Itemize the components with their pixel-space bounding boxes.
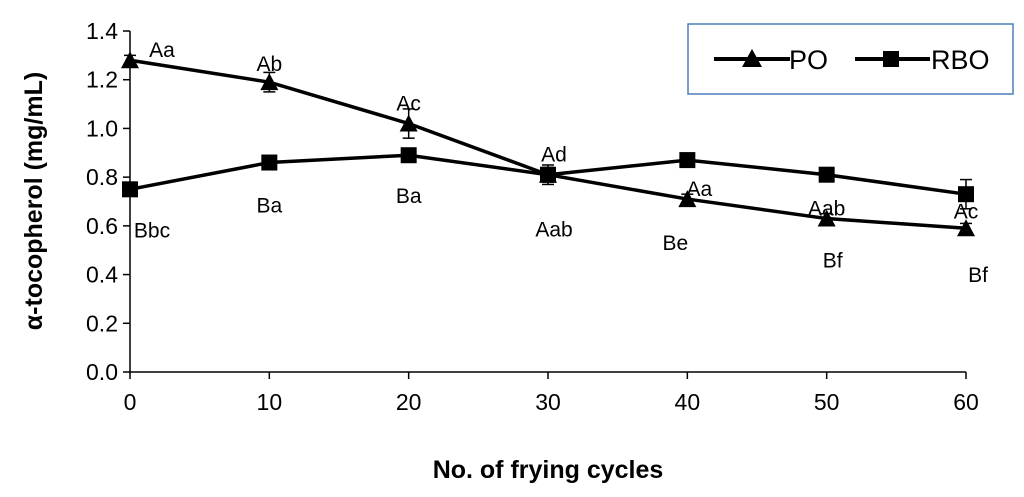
x-tick-label: 60 [953,389,979,415]
data-label-rbo: Bf [823,250,843,273]
data-label-po: Ab [256,53,282,76]
legend: PO RBO [687,23,1014,95]
data-label-rbo: Bf [968,264,988,287]
data-label-po: Aa [686,178,712,201]
data-point-po [957,219,975,237]
data-label-rbo: Aab [535,219,572,242]
series-rbo: Bbc Ba Ba Aab Be Bf Bf [122,147,988,287]
data-point-po [678,190,697,208]
data-label-rbo: Ba [256,195,282,218]
data-label-rbo: Ba [396,185,422,208]
y-tick-label: 1.0 [86,115,118,141]
y-tick-label: 0.8 [86,164,118,190]
y-tick-label: 0.6 [86,213,118,239]
x-tick-label: 30 [535,389,561,415]
x-tick-label: 0 [124,389,137,415]
x-tick-label: 40 [675,389,701,415]
data-point-po [121,51,139,69]
data-point-rbo [958,186,974,203]
data-point-rbo [122,181,138,198]
x-tick-label: 10 [257,389,283,415]
data-point-po [399,114,418,132]
legend-label-rbo: RBO [931,45,990,75]
data-label-po: Ac [396,93,421,116]
y-tick-label: 0.0 [86,359,118,385]
data-label-po: Aa [149,39,175,62]
y-axis-title: α-tocopherol (mg/mL) [20,72,48,330]
axes: 0.0 0.2 0.4 0.6 0.8 1.0 1.2 1.4 0 10 20 30 40 50 60 [86,18,979,415]
data-point-rbo [679,152,696,169]
legend-marker-po [742,49,762,67]
data-point-rbo [818,166,835,183]
data-label-po: Aab [808,198,845,221]
data-label-po: Ac [954,200,979,223]
x-tick-label: 50 [814,389,840,415]
data-point-po [260,73,279,91]
data-point-rbo [540,166,556,183]
data-label-rbo: Bbc [134,219,170,242]
y-tick-label: 1.4 [86,18,118,44]
y-tick-label: 1.2 [86,67,118,93]
data-label-rbo: Be [662,232,688,255]
data-point-po [817,209,836,227]
data-point-rbo [261,154,278,171]
x-axis-title: No. of frying cycles [433,456,664,484]
series-layer: Aa Ab Ac Ad Aa Aab Ac Bbc Ba Ba Aab Be Bf Bf [121,39,988,287]
y-tick-label: 0.4 [86,262,118,288]
x-tick-label: 20 [396,389,422,415]
data-label-po: Ad [541,144,567,167]
legend-marker-rbo [883,51,899,67]
y-tick-label: 0.2 [86,310,118,336]
legend-label-po: PO [789,45,828,75]
data-point-rbo [400,147,417,164]
